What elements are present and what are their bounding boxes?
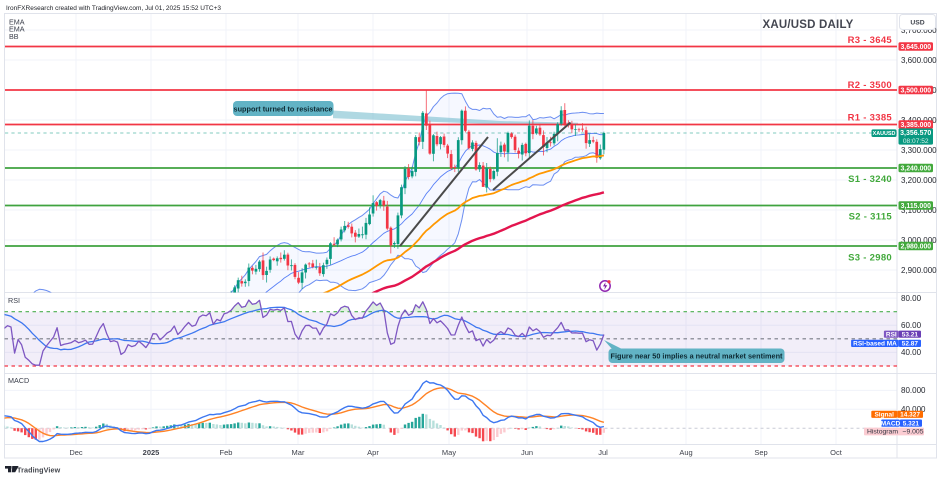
- svg-text:R1 - 3385: R1 - 3385: [848, 113, 893, 124]
- svg-text:14.327: 14.327: [900, 412, 920, 419]
- svg-text:Mar: Mar: [292, 448, 305, 457]
- svg-text:S1 - 3240: S1 - 3240: [848, 174, 892, 185]
- svg-text:80.00: 80.00: [901, 294, 922, 303]
- svg-text:40.000: 40.000: [901, 405, 926, 414]
- svg-text:53.21: 53.21: [902, 332, 919, 339]
- svg-text:EMA: EMA: [9, 17, 25, 26]
- svg-text:RSI: RSI: [8, 296, 20, 305]
- svg-text:2,900.000: 2,900.000: [901, 266, 937, 275]
- svg-text:3,200.000: 3,200.000: [901, 176, 937, 185]
- svg-text:May: May: [442, 448, 456, 457]
- svg-text:MACD: MACD: [8, 376, 29, 385]
- svg-text:R2 - 3500: R2 - 3500: [848, 80, 892, 91]
- svg-text:Apr: Apr: [367, 448, 379, 457]
- svg-text:MACD: MACD: [881, 420, 901, 427]
- svg-text:3,000.000: 3,000.000: [901, 236, 937, 245]
- svg-text:USD: USD: [910, 20, 924, 27]
- svg-text:2,980.000: 2,980.000: [900, 244, 931, 251]
- svg-text:3,240.000: 3,240.000: [900, 166, 931, 173]
- svg-text:3,385.000: 3,385.000: [900, 122, 931, 129]
- svg-text:40.00: 40.00: [901, 348, 922, 357]
- svg-text:5.321: 5.321: [903, 420, 920, 427]
- svg-text:RSI-based MA: RSI-based MA: [853, 341, 897, 348]
- svg-text:IronFXResearch created with Tr: IronFXResearch created with TradingView.…: [6, 5, 221, 12]
- svg-text:3,356.570: 3,356.570: [900, 130, 931, 137]
- svg-text:XAUUSD: XAUUSD: [873, 131, 896, 137]
- svg-text:3,700.000: 3,700.000: [901, 26, 937, 35]
- svg-text:Aug: Aug: [679, 448, 692, 457]
- svg-text:2025: 2025: [143, 448, 160, 457]
- svg-text:BB: BB: [9, 32, 19, 41]
- svg-text:support turned to resistance: support turned to resistance: [234, 104, 333, 113]
- svg-text:3,500.000: 3,500.000: [900, 88, 931, 95]
- svg-text:Figure near 50 implies a neutr: Figure near 50 implies a neutral market …: [611, 352, 784, 361]
- svg-text:3,300.000: 3,300.000: [901, 146, 937, 155]
- svg-text:3,600.000: 3,600.000: [901, 56, 937, 65]
- svg-text:Feb: Feb: [220, 448, 233, 457]
- svg-text:3,100.000: 3,100.000: [901, 206, 937, 215]
- svg-text:S3 - 2980: S3 - 2980: [848, 253, 892, 264]
- svg-text:Signal: Signal: [874, 412, 894, 419]
- svg-text:S2 - 3115: S2 - 3115: [849, 212, 893, 223]
- svg-text:Histogram: Histogram: [867, 429, 898, 436]
- svg-text:EMA: EMA: [9, 25, 25, 34]
- svg-text:Jul: Jul: [598, 448, 608, 457]
- svg-text:TradingView: TradingView: [17, 465, 61, 474]
- svg-text:Oct: Oct: [830, 448, 843, 457]
- svg-text:80.000: 80.000: [901, 386, 926, 395]
- svg-text:Jun: Jun: [521, 448, 533, 457]
- svg-text:RSI: RSI: [886, 332, 897, 339]
- svg-text:60.00: 60.00: [901, 321, 922, 330]
- svg-text:52.87: 52.87: [902, 341, 919, 348]
- svg-text:Sep: Sep: [754, 448, 767, 457]
- svg-text:−9.005: −9.005: [903, 429, 924, 436]
- svg-text:3,115.000: 3,115.000: [901, 203, 931, 210]
- svg-text:XAU/USD DAILY: XAU/USD DAILY: [763, 19, 854, 31]
- svg-text:08:07:52: 08:07:52: [903, 138, 929, 145]
- svg-text:3,645.000: 3,645.000: [900, 44, 931, 51]
- svg-text:R3 - 3645: R3 - 3645: [848, 35, 893, 46]
- svg-text:Dec: Dec: [69, 448, 83, 457]
